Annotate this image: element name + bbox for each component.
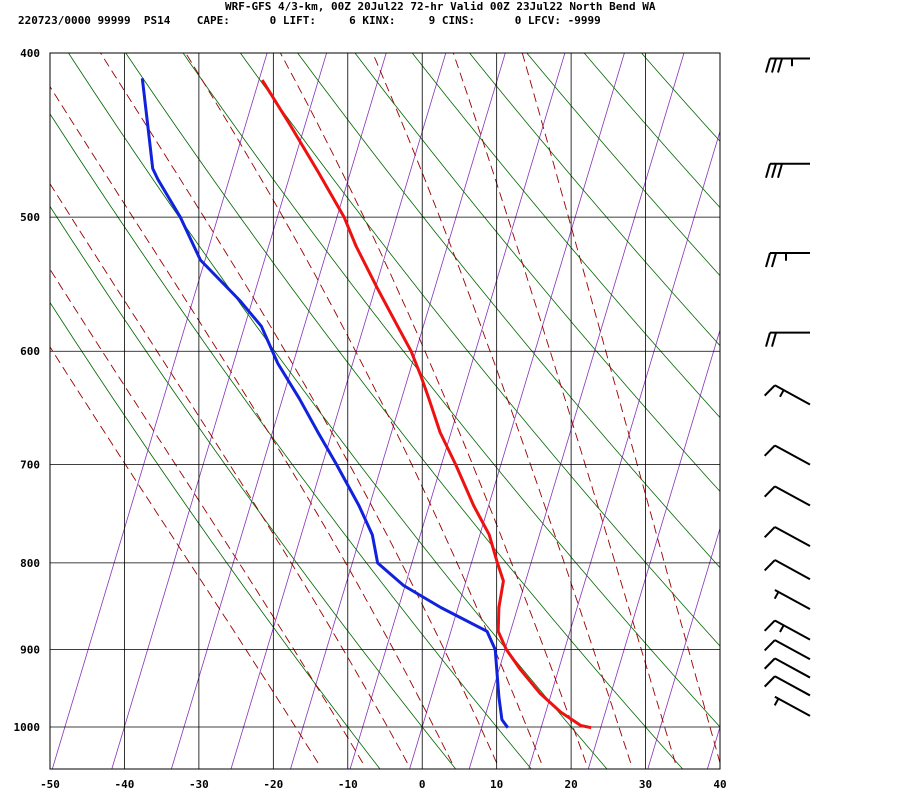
x-tick-label: 30 bbox=[639, 778, 652, 791]
moist-adiabat bbox=[279, 53, 587, 764]
x-tick-label: -50 bbox=[40, 778, 60, 791]
wind-barb bbox=[763, 559, 811, 581]
dry-adiabat bbox=[297, 53, 720, 569]
temperature-line bbox=[260, 79, 592, 730]
moist-adiabat bbox=[99, 53, 498, 764]
dry-adiabat bbox=[640, 53, 720, 142]
wind-barb bbox=[763, 657, 811, 679]
moist-adiabat bbox=[185, 53, 542, 764]
wind-barbs bbox=[763, 57, 811, 717]
dry-adiabat bbox=[50, 205, 457, 769]
dry-adiabat bbox=[583, 53, 720, 209]
wind-barb bbox=[773, 695, 811, 717]
wind-barb bbox=[763, 639, 811, 661]
moist-adiabat bbox=[50, 85, 453, 764]
dry-adiabat bbox=[469, 53, 720, 347]
x-tick-label: 0 bbox=[419, 778, 426, 791]
x-tick-label: -30 bbox=[189, 778, 209, 791]
skew-line bbox=[528, 129, 720, 769]
dry-adiabat bbox=[239, 53, 720, 647]
chart-title: WRF-GFS 4/3-km, 00Z 20Jul22 72-hr Valid … bbox=[225, 0, 656, 13]
dewpoint-line bbox=[140, 78, 510, 729]
x-tick-label: 10 bbox=[490, 778, 503, 791]
dry-adiabat bbox=[182, 53, 720, 728]
pressure-tick-label: 700 bbox=[20, 459, 40, 472]
pressure-tick-label: 800 bbox=[20, 557, 40, 570]
background-lines bbox=[50, 53, 720, 769]
wind-barb bbox=[765, 162, 810, 179]
dry-adiabat bbox=[411, 53, 720, 419]
skew-line bbox=[230, 53, 447, 769]
skew-line bbox=[706, 725, 720, 769]
wind-barb bbox=[763, 384, 811, 406]
skew-line bbox=[409, 53, 625, 769]
skew-line bbox=[468, 53, 685, 769]
moist-adiabat bbox=[372, 53, 632, 764]
skew-line bbox=[111, 53, 328, 769]
pressure-tick-label: 1000 bbox=[14, 721, 41, 734]
wind-barb bbox=[765, 252, 810, 268]
pressure-tick-label: 900 bbox=[20, 643, 40, 656]
wind-barb bbox=[773, 589, 811, 611]
series bbox=[140, 78, 592, 730]
dry-adiabat bbox=[50, 113, 532, 769]
wind-barb bbox=[763, 526, 811, 547]
moist-adiabat bbox=[50, 346, 319, 764]
x-tick-label: -20 bbox=[263, 778, 283, 791]
pressure-tick-label: 600 bbox=[20, 345, 40, 358]
dry-adiabat bbox=[125, 53, 684, 769]
moist-adiabat bbox=[452, 53, 676, 764]
wind-barb bbox=[763, 675, 811, 697]
dry-adiabat bbox=[354, 53, 720, 493]
x-tick-label: -40 bbox=[115, 778, 135, 791]
moist-adiabat bbox=[50, 182, 408, 764]
skew-line bbox=[290, 53, 506, 769]
moist-adiabat bbox=[521, 53, 720, 764]
pressure-tick-label: 400 bbox=[20, 47, 40, 60]
sounding-indices: 220723/0000 99999 PS14 CAPE: 0 LIFT: 6 K… bbox=[18, 14, 601, 27]
skew-line bbox=[647, 526, 720, 769]
skew-line bbox=[51, 53, 268, 769]
dry-adiabat bbox=[526, 53, 720, 277]
x-tick-label: -10 bbox=[338, 778, 358, 791]
pressure-tick-label: 500 bbox=[20, 211, 40, 224]
dry-adiabat bbox=[50, 301, 381, 769]
wind-barb bbox=[763, 485, 811, 507]
skew-line bbox=[349, 53, 566, 769]
wind-barb bbox=[763, 619, 811, 641]
wind-barb bbox=[765, 57, 810, 73]
wind-barb bbox=[765, 331, 810, 347]
skew-line bbox=[170, 53, 387, 769]
dry-adiabat bbox=[68, 53, 608, 769]
x-tick-label: 40 bbox=[713, 778, 726, 791]
axes: -50 -40 -30 -20 -10 0 10 20 30 40 400 500 600 700 800 9… bbox=[14, 47, 727, 791]
grid bbox=[49, 52, 721, 770]
x-tick-label: 20 bbox=[564, 778, 577, 791]
skew-line bbox=[587, 328, 720, 769]
wind-barb bbox=[763, 444, 811, 466]
